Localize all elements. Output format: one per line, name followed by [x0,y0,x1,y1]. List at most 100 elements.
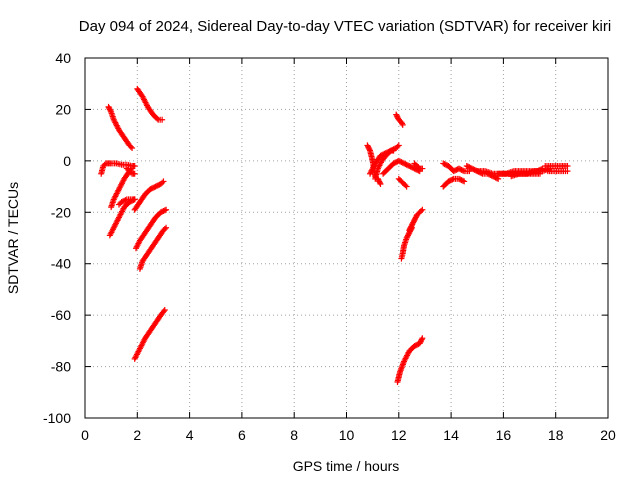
data-point [376,179,383,186]
data-point [414,341,421,348]
data-point [455,175,462,182]
data-point [458,166,465,173]
data-point [390,147,397,154]
data-point [159,208,166,215]
data-point [418,336,425,343]
data-point [393,159,400,166]
x-tick-label: 12 [391,427,407,443]
data-point [395,142,402,149]
data-point [151,184,158,191]
data-point [118,199,125,205]
data-point [377,152,384,159]
data-point [408,164,415,171]
data-point [155,182,162,189]
data-point [159,179,166,186]
data-point [160,178,167,185]
data-point [161,226,168,232]
y-tick-label: -60 [51,307,71,323]
data-point [153,182,160,189]
data-point [467,164,474,171]
data-point [161,307,168,313]
data-point [401,160,408,167]
x-axis-label: GPS time / hours [293,458,400,474]
data-point [458,177,465,184]
data-point [452,167,459,174]
x-tick-label: 16 [496,427,512,443]
data-point [469,165,476,172]
y-axis-label: SDTVAR / TECUs [5,182,21,294]
y-tick-label: 20 [55,101,71,117]
data-point [161,207,168,214]
x-tick-label: 8 [290,427,298,443]
data-point [457,166,464,173]
x-tick-label: 4 [186,427,194,443]
data-point [399,120,406,127]
y-tick-label: -40 [51,256,71,272]
data-point [493,175,500,182]
data-point [463,163,470,169]
data-point [465,163,472,170]
data-point [450,168,457,175]
data-point [440,160,447,167]
data-point [419,335,426,342]
data-point [418,208,425,214]
data-point [564,163,571,169]
data-point [131,170,138,177]
data-point [564,168,571,175]
data-point [419,165,426,172]
data-point [157,209,164,216]
y-tick-label: -20 [51,204,71,220]
x-tick-label: 20 [600,427,616,443]
data-point [403,161,410,168]
data-point [163,224,170,231]
x-tick-label: 0 [81,427,89,443]
chart-title: Day 094 of 2024, Sidereal Day-to-day VTE… [79,18,611,35]
data-points [98,85,571,385]
data-point [442,161,449,168]
data-point [407,163,414,170]
x-tick-label: 10 [339,427,355,443]
data-point [160,208,167,214]
data-point [411,343,418,349]
data-point [459,177,466,184]
data-point [397,158,404,165]
data-point [495,175,502,182]
data-point [129,145,136,151]
data-point [366,146,373,153]
data-point [394,143,401,150]
data-point [466,164,473,171]
data-point [457,176,464,183]
data-point [455,165,462,172]
data-point [445,178,452,185]
y-tick-label: -80 [51,359,71,375]
data-point [446,177,453,184]
data-point [399,159,406,166]
data-point [395,157,402,164]
data-point [406,163,413,169]
data-point [404,162,411,169]
data-point [402,182,409,189]
data-point [419,206,426,213]
data-point [449,176,456,183]
data-point [415,164,422,171]
data-point [154,115,161,122]
data-point [403,183,410,190]
data-point [122,197,129,204]
plot-frame [84,57,609,419]
data-point [149,184,156,191]
data-point [163,206,170,213]
ticks: 0 2 4 6 8 10 12 14 16 18 20 -100 -80 -60 -40 -20 0 20 40 [43,50,616,443]
x-tick-label: 18 [548,427,564,443]
data-point [121,197,128,204]
data-point [441,161,448,168]
data-point [391,159,398,166]
data-point [453,166,460,173]
data-point [148,185,155,192]
data-point [461,178,468,185]
data-point [377,181,384,187]
data-point [127,169,134,176]
y-tick-label: 0 [63,153,71,169]
data-point [390,160,397,167]
